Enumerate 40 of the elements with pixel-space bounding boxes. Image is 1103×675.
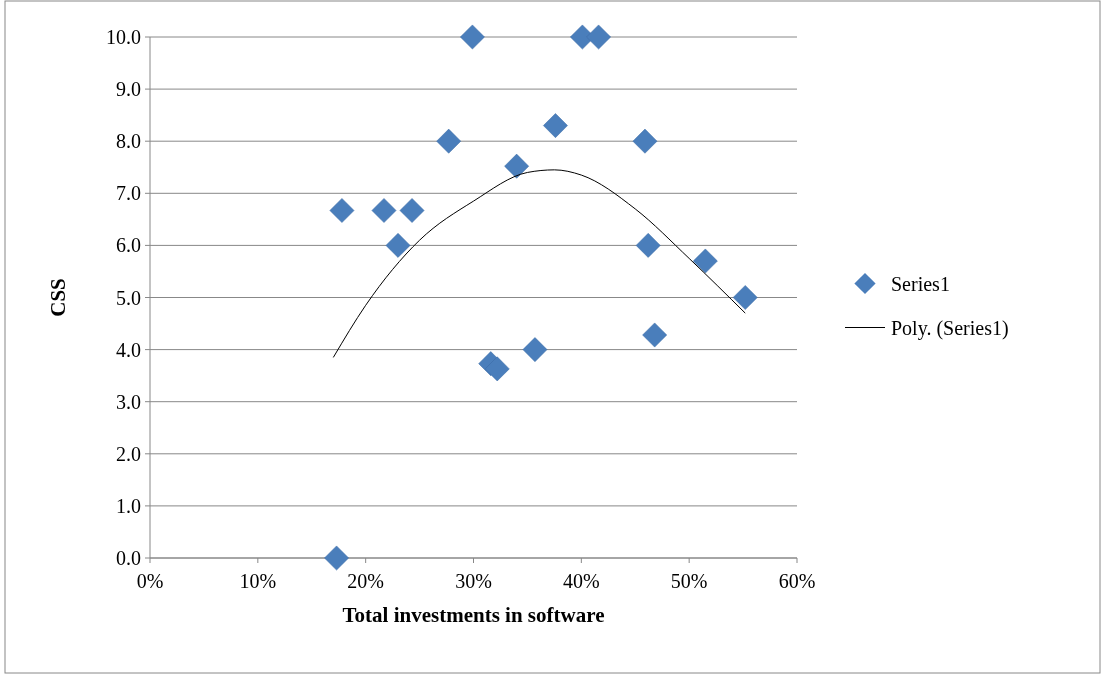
x-tick-label: 0% xyxy=(136,570,164,592)
point xyxy=(436,128,462,154)
y-tick-label: 5.0 xyxy=(116,286,141,309)
x-tick-label: 20% xyxy=(347,570,384,592)
legend-label: Poly. (Series1) xyxy=(891,316,1009,340)
point xyxy=(324,545,349,571)
y-axis-title: CSS xyxy=(46,278,70,317)
x-tick-label: 10% xyxy=(239,570,277,592)
x-tick-label: 40% xyxy=(563,570,600,592)
point xyxy=(385,233,411,258)
y-tick-label: 1.0 xyxy=(116,494,141,517)
point xyxy=(371,198,397,223)
legend-label: Series1 xyxy=(891,272,950,295)
y-tick-label: 0.0 xyxy=(116,547,141,569)
y-tick-label: 8.0 xyxy=(116,130,141,153)
x-axis-title: Total investments in software xyxy=(342,603,605,627)
y-tick-label: 7.0 xyxy=(116,182,141,205)
y-tick-label: 9.0 xyxy=(116,78,141,101)
point xyxy=(642,322,667,348)
point xyxy=(329,198,355,223)
point xyxy=(504,153,529,179)
x-tick-label: 60% xyxy=(778,570,816,592)
point xyxy=(732,285,758,310)
point xyxy=(484,356,510,382)
point xyxy=(543,113,568,138)
point xyxy=(586,24,611,50)
x-tick-label: 50% xyxy=(670,570,708,592)
line-series xyxy=(332,169,746,358)
point xyxy=(693,248,718,274)
x-tick-label: 30% xyxy=(455,570,492,592)
y-tick-label: 4.0 xyxy=(116,338,141,361)
y-tick-label: 10.0 xyxy=(106,26,141,48)
point xyxy=(632,128,658,154)
y-tick-label: 6.0 xyxy=(116,234,141,257)
point xyxy=(635,233,661,258)
point xyxy=(522,337,548,362)
point xyxy=(399,198,425,223)
y-tick-label: 3.0 xyxy=(116,390,141,413)
y-tick-label: 2.0 xyxy=(116,442,141,465)
point xyxy=(460,24,485,50)
